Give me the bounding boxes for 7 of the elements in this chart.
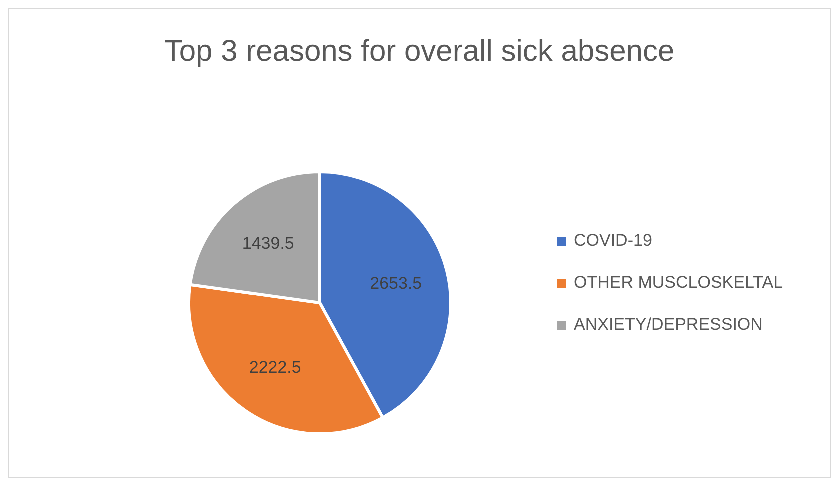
data-label: 2222.5 [249, 358, 302, 378]
legend-label: ANXIETY/DEPRESSION [574, 315, 763, 335]
chart-title: Top 3 reasons for overall sick absence [163, 35, 676, 69]
legend-label: OTHER MUSCLOSKELTAL [574, 273, 784, 293]
legend-label: COVID-19 [574, 231, 652, 251]
data-label: 2653.5 [370, 274, 422, 293]
data-label: 1439.5 [242, 234, 294, 254]
